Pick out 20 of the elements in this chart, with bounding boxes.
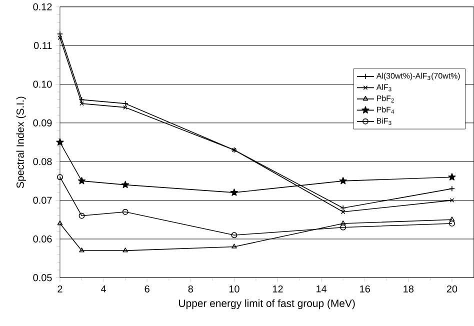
y-tick-label: 0.07 bbox=[33, 196, 52, 204]
y-tick-label: 0.06 bbox=[33, 236, 52, 243]
y-tick-label: 0.10 bbox=[33, 80, 52, 88]
x-axis-title: Upper energy limit of fast group (MeV) bbox=[179, 300, 355, 310]
x-tick-label: 16 bbox=[360, 286, 370, 293]
y-tick-label: 0.11 bbox=[34, 42, 52, 50]
x-tick-label: 4 bbox=[100, 286, 106, 292]
y-tick-label: 0.05 bbox=[33, 274, 52, 282]
y-axis-title: Spectral Index (S.I.) bbox=[16, 96, 26, 188]
x-tick-label: 12 bbox=[272, 286, 283, 293]
x-tick-label: 6 bbox=[144, 286, 150, 293]
x-tick-label: 18 bbox=[404, 286, 414, 293]
x-tick-label: 8 bbox=[188, 286, 193, 293]
y-tick-label: 0.08 bbox=[33, 158, 52, 166]
y-tick-label: 0.09 bbox=[33, 120, 52, 127]
x-tick-label: 14 bbox=[316, 286, 327, 292]
x-tick-label: 10 bbox=[229, 286, 240, 293]
x-tick-label: 2 bbox=[58, 286, 62, 293]
y-tick-label: 0.12 bbox=[33, 3, 52, 11]
x-tick-label: 20 bbox=[446, 286, 458, 293]
